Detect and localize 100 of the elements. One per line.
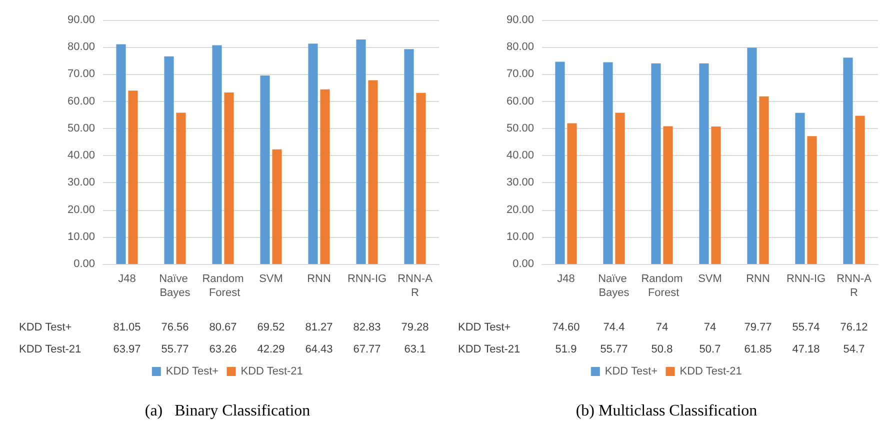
- y-tick-label: 60.00: [67, 95, 95, 108]
- bar: [164, 56, 174, 264]
- text: KDD Test+: [19, 322, 72, 334]
- x-tick-label: J48: [118, 273, 136, 285]
- bar: [404, 49, 414, 264]
- data-label: 69.52: [257, 322, 285, 334]
- bar: [368, 80, 378, 264]
- data-label: 76.56: [161, 322, 189, 334]
- bar: [795, 112, 805, 264]
- bar: [212, 45, 222, 264]
- y-tick-label: 60.00: [506, 95, 534, 108]
- y-tick-label: 50.00: [506, 122, 534, 134]
- y-tick-label: 80.00: [67, 41, 95, 54]
- data-label: 55.77: [600, 344, 628, 356]
- text: KDD Test-21: [19, 344, 82, 356]
- bar: [759, 96, 769, 264]
- data-label: 79.28: [401, 322, 429, 334]
- y-tick-label: 90.00: [67, 14, 95, 26]
- bar: [416, 92, 426, 264]
- bar: [176, 112, 186, 264]
- data-label: 64.43: [305, 344, 333, 356]
- y-tick-label: 70.00: [506, 68, 534, 80]
- data-label: 82.83: [353, 322, 381, 334]
- y-tick-label: 40.00: [67, 150, 95, 162]
- bar: [260, 76, 270, 264]
- data-label: 74: [704, 322, 716, 334]
- x-tick-label: RNN: [746, 273, 770, 285]
- data-label: 51.9: [555, 344, 577, 356]
- data-label: 74.4: [603, 322, 625, 334]
- bar: [747, 48, 757, 264]
- y-tick-label: 10.00: [506, 230, 534, 243]
- y-tick-label: 40.00: [506, 150, 534, 162]
- x-tick-label: SVM: [259, 273, 283, 285]
- bar: [555, 62, 565, 264]
- bar: [356, 39, 366, 264]
- x-tick-label: J48: [557, 273, 575, 285]
- data-label: 61.85: [744, 344, 772, 356]
- data-label: 50.8: [651, 344, 673, 356]
- bar: [308, 44, 318, 264]
- y-tick-label: 20.00: [506, 204, 534, 216]
- data-label: 42.29: [257, 344, 285, 356]
- data-label: 81.27: [305, 322, 333, 334]
- x-tick-label: RNN-IG: [786, 273, 826, 285]
- y-tick-label: 0.00: [74, 258, 95, 270]
- x-tick-label: RNN: [307, 273, 331, 285]
- text: (b) Multiclass Classification: [576, 402, 758, 420]
- y-tick-label: 70.00: [67, 68, 95, 80]
- x-tick-label: RNN-AR: [836, 273, 872, 299]
- bar: [855, 116, 865, 264]
- bar: [272, 149, 282, 264]
- data-label: 55.77: [161, 344, 189, 356]
- data-label: 50.7: [699, 344, 721, 356]
- x-tick-label: Random Forest: [641, 273, 683, 299]
- bar: [567, 123, 577, 264]
- x-tick-label: RNN-IG: [347, 273, 387, 285]
- data-label: 63.26: [209, 344, 237, 356]
- data-label: 80.67: [209, 322, 237, 334]
- data-label: 63.1: [404, 344, 426, 356]
- data-label: 81.05: [113, 322, 141, 334]
- y-tick-label: 30.00: [67, 176, 95, 189]
- x-tick-label: RNN-AR: [398, 273, 434, 299]
- bar: [603, 62, 613, 264]
- y-tick-label: 90.00: [506, 14, 534, 26]
- x-tick-label: Naïve Bayes: [159, 273, 191, 299]
- bar: [320, 89, 330, 264]
- x-tick-label: SVM: [698, 273, 722, 285]
- data-label: 79.77: [744, 322, 772, 334]
- bar: [699, 63, 709, 264]
- legend-label: KDD Test-21: [680, 366, 742, 378]
- y-tick-label: 10.00: [67, 230, 95, 243]
- legend-label: KDD Test-21: [240, 366, 303, 378]
- text: KDD Test-21: [458, 344, 520, 356]
- data-label: 76.12: [840, 322, 868, 334]
- data-label: 55.74: [792, 322, 820, 334]
- y-tick-label: 20.00: [67, 204, 95, 216]
- data-label: 54.7: [843, 344, 865, 356]
- data-label: 67.77: [353, 344, 381, 356]
- data-label: 74.60: [552, 322, 580, 334]
- data-label: 47.18: [792, 344, 820, 356]
- bar: [128, 90, 138, 264]
- legend-label: KDD Test+: [166, 366, 219, 378]
- x-tick-label: Naïve Bayes: [598, 273, 630, 299]
- bar: [116, 44, 126, 264]
- bar: [651, 63, 661, 264]
- text: KDD Test+: [458, 322, 511, 334]
- bar: [663, 126, 673, 264]
- bar: [807, 136, 817, 264]
- y-tick-label: 50.00: [67, 122, 95, 134]
- y-tick-label: 80.00: [506, 41, 534, 54]
- bar: [711, 126, 721, 264]
- legend-label: KDD Test+: [604, 366, 658, 378]
- text: (a) Binary Classification: [144, 402, 310, 420]
- bar: [224, 92, 234, 264]
- bar: [615, 112, 625, 264]
- data-label: 74: [656, 322, 668, 334]
- data-label: 63.97: [113, 344, 141, 356]
- x-tick-label: Random Forest: [202, 273, 244, 299]
- y-tick-label: 30.00: [506, 176, 534, 189]
- bar: [843, 58, 853, 264]
- y-tick-label: 0.00: [512, 258, 534, 270]
